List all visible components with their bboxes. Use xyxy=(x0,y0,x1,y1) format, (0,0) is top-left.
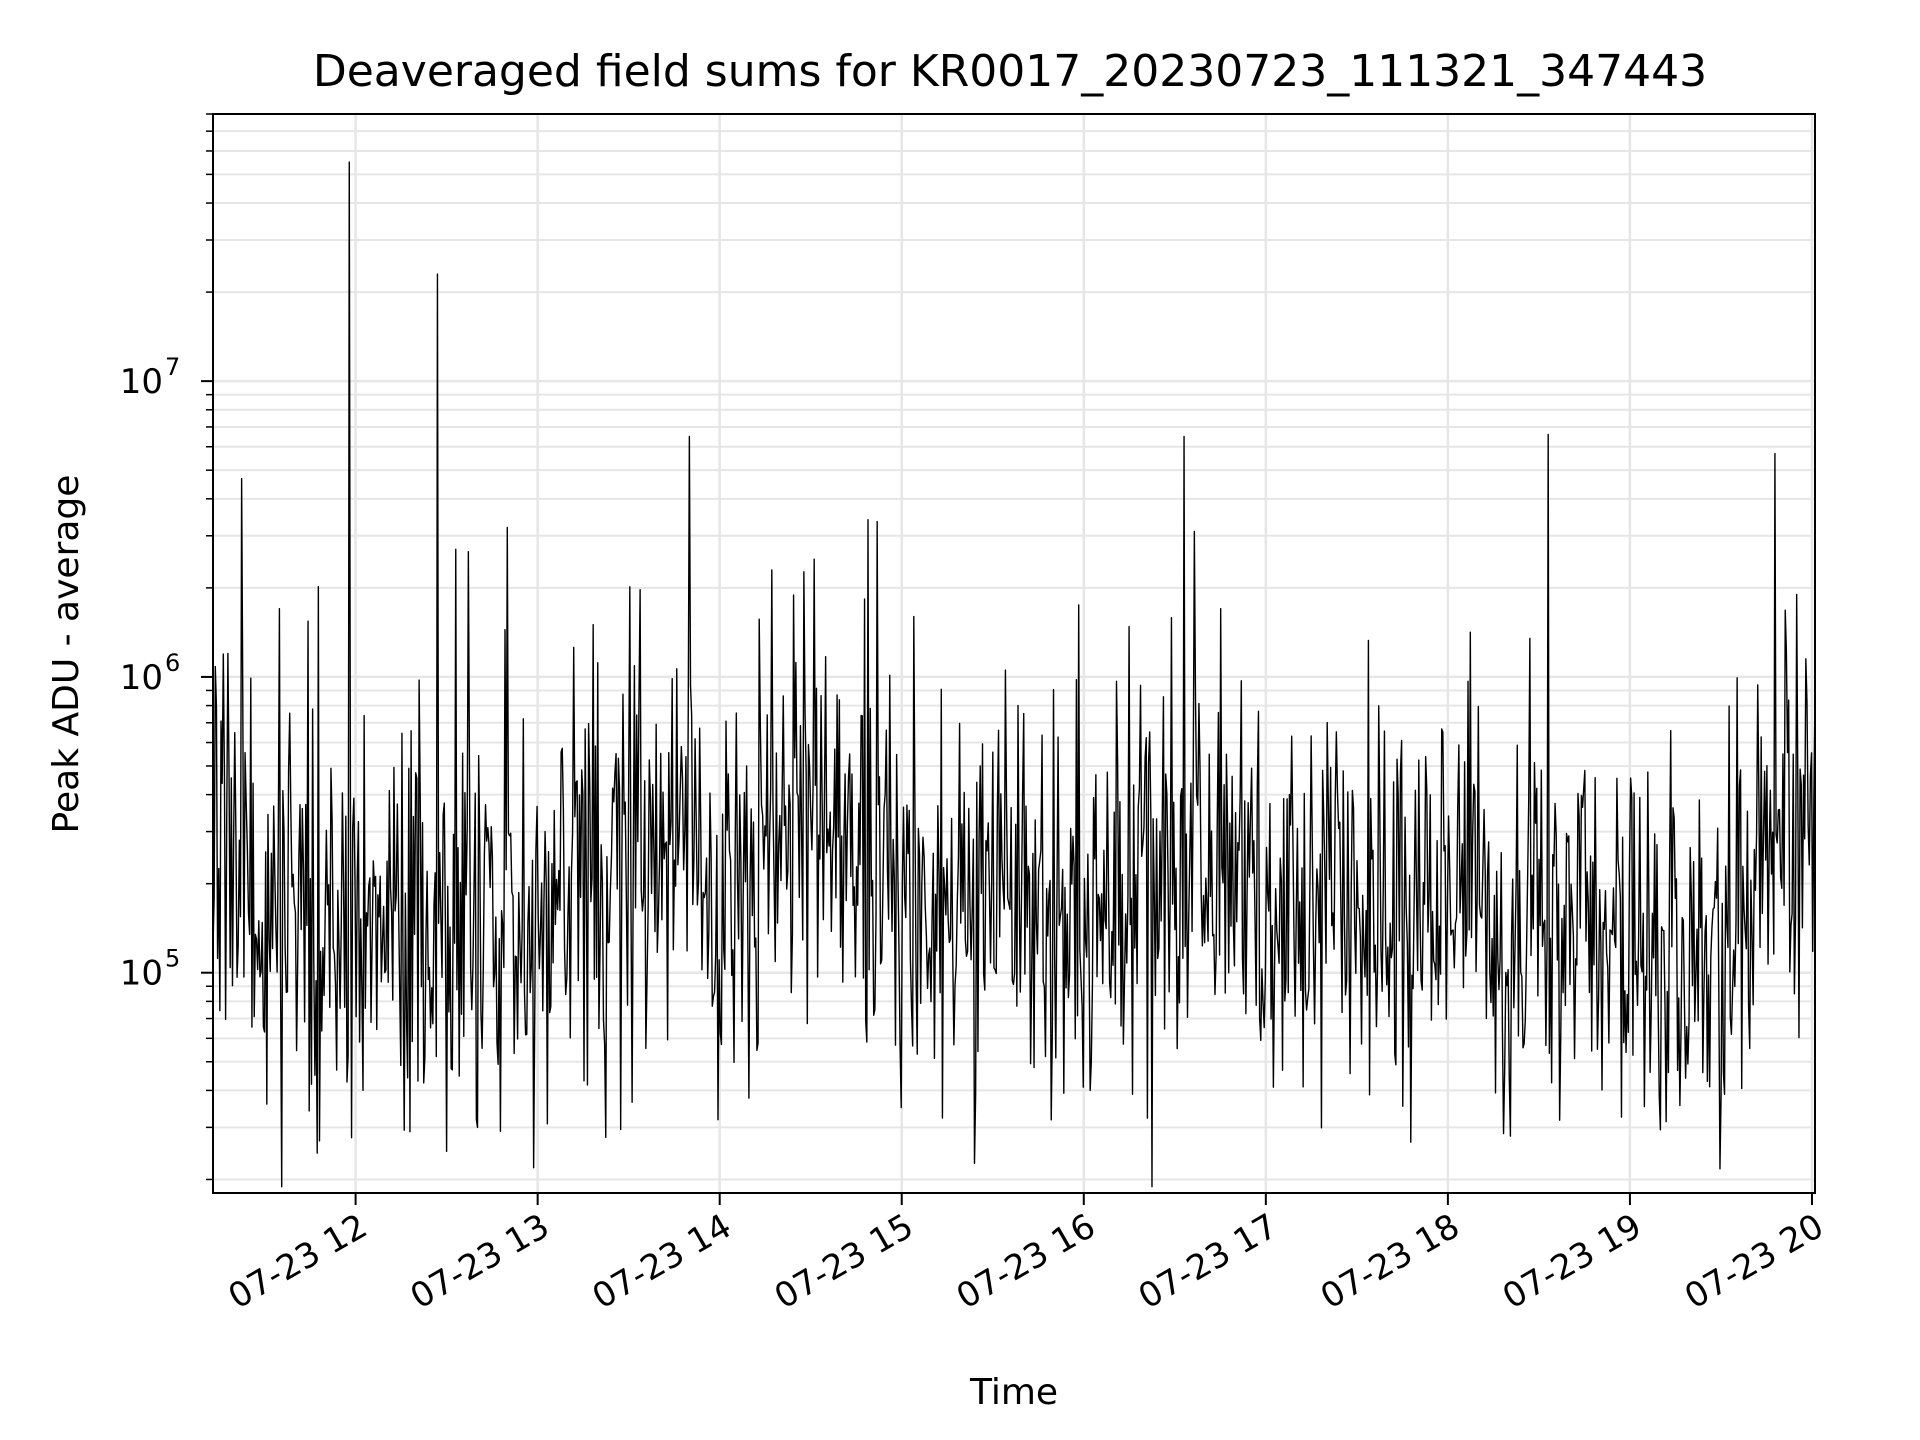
plot-frame xyxy=(212,113,1816,1194)
y-tick-exponent: 6 xyxy=(165,649,180,677)
y-tick-base: 10 xyxy=(120,362,163,402)
y-axis-label: Peak ADU - average xyxy=(46,475,87,834)
y-tick-label: 10 7 xyxy=(120,353,181,402)
y-tick-label: 10 5 xyxy=(120,945,181,994)
y-tick-base: 10 xyxy=(120,658,163,698)
y-tick-base: 10 xyxy=(120,954,163,994)
y-tick-exponent: 7 xyxy=(165,353,180,381)
series-line xyxy=(212,161,1816,1188)
y-tick-label: 10 6 xyxy=(120,649,181,698)
plot-area xyxy=(212,113,1816,1194)
y-tick-exponent: 5 xyxy=(165,945,180,973)
series-line-layer xyxy=(212,161,1816,1188)
chart-title: Deaveraged field sums for KR0017_2023072… xyxy=(313,46,1707,97)
x-axis-label: Time xyxy=(969,1372,1058,1413)
